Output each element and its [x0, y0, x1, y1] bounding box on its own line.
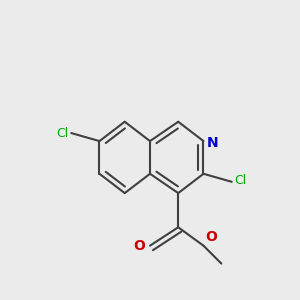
- Text: Cl: Cl: [56, 127, 68, 140]
- Text: Cl: Cl: [235, 174, 247, 187]
- Text: O: O: [205, 230, 217, 244]
- Text: O: O: [134, 239, 145, 253]
- Text: N: N: [207, 136, 219, 150]
